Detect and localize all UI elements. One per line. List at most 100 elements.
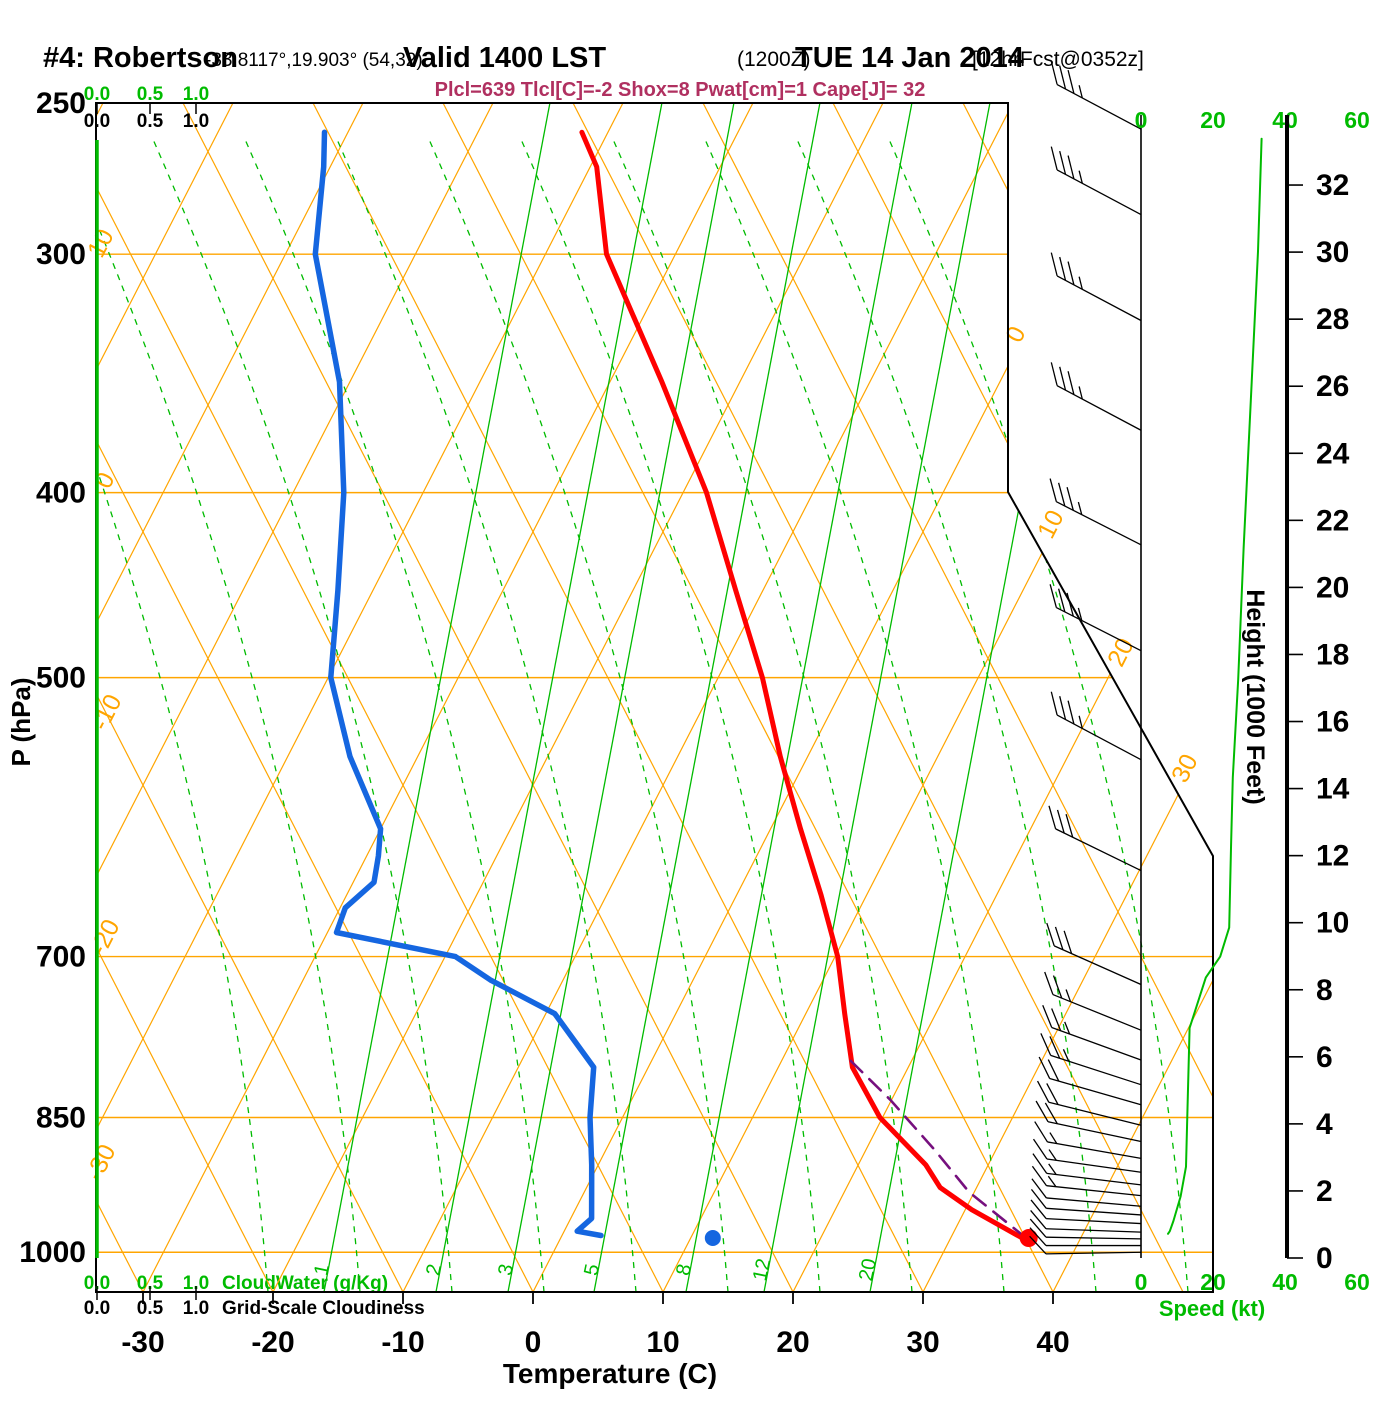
- wind-barb-staff: [1046, 1172, 1142, 1186]
- wind-barb-feather: [1035, 1100, 1049, 1123]
- station-title: #4: Robertson: [43, 42, 238, 74]
- isotherm-label: -20: [84, 915, 125, 960]
- cloudwater-scale-top: 0.0: [84, 84, 110, 105]
- mixing-ratio-line: [323, 103, 551, 1292]
- wind-barb-feather: [1059, 366, 1067, 391]
- wind-barb: [1029, 1218, 1142, 1240]
- temp-tick-label: -10: [381, 1326, 424, 1359]
- temp-tick-label: -30: [121, 1326, 164, 1359]
- wind-barb-half-feather: [1048, 1163, 1057, 1175]
- wind-barb-feather: [1030, 1188, 1047, 1209]
- wind-barb-staff: [1056, 714, 1142, 761]
- temp-tick-label: 10: [646, 1326, 679, 1359]
- wind-barb-feather: [1067, 155, 1075, 180]
- dry-adiabat-line: [182, 103, 794, 1292]
- wind-barb: [1036, 1080, 1142, 1126]
- wind-barb-feather: [1046, 922, 1055, 947]
- forecast-tag: [12hrFcst@0352z]: [972, 48, 1144, 71]
- wind-barb-staff: [1056, 606, 1142, 652]
- dry-adiabat-line: [96, 103, 534, 1292]
- height-tick-label: 32: [1316, 169, 1349, 202]
- wind-barb: [1046, 922, 1142, 986]
- moist-adiabat-line: [795, 136, 1097, 1292]
- wind-barb-feather: [1030, 1209, 1047, 1230]
- cloudwater-scale-top: 0.5: [137, 84, 164, 105]
- cloudwater-axis-label: CloudWater (g/Kg): [222, 1273, 388, 1294]
- wind-barb-half-feather: [1077, 501, 1083, 515]
- cloudiness-scale-bottom: 1.0: [183, 1298, 209, 1319]
- surface-temperature-dot: [1019, 1229, 1038, 1248]
- wind-barb-staff: [1056, 385, 1142, 431]
- moist-adiabat-line: [887, 136, 1189, 1292]
- cloudiness-scale-top: 0.0: [84, 111, 110, 132]
- isotherm-label: 20: [1102, 634, 1140, 671]
- cloudiness-scale-bottom: 0.0: [84, 1298, 110, 1319]
- wind-barb-feather: [1050, 61, 1058, 85]
- isotherm-line: [922, 103, 1213, 1292]
- dewpoint-curve: [312, 129, 604, 1239]
- wind-barb-half-feather: [1064, 1021, 1071, 1035]
- pressure-tick-label: 250: [36, 87, 86, 120]
- wind-barb-staff: [1053, 945, 1142, 986]
- wind-barb: [1049, 584, 1142, 652]
- wind-barb-staff: [1046, 1251, 1142, 1255]
- valid-time: Valid 1400 LST: [403, 42, 606, 74]
- wind-barb-feather: [1050, 146, 1058, 171]
- wind-barb: [1034, 1121, 1142, 1160]
- speed-tick-label-top: 60: [1344, 107, 1370, 133]
- wind-barb-half-feather: [1062, 1049, 1070, 1062]
- wind-barb-staff: [1046, 1207, 1142, 1216]
- moist-adiabat-line: [427, 136, 729, 1292]
- wind-barb-feather: [1067, 261, 1075, 285]
- station-coords: -33.8117°,19.903° (54,32): [205, 50, 423, 71]
- isotherm-label: 0: [1000, 322, 1031, 347]
- mixing-ratio-label: 8: [672, 1262, 696, 1277]
- pressure-tick-label: 300: [36, 238, 86, 271]
- wind-barb-feather: [1048, 805, 1057, 830]
- height-tick-label: 18: [1316, 638, 1349, 671]
- speed-tick-label-bottom: 20: [1200, 1269, 1226, 1295]
- wind-barb: [1031, 1165, 1142, 1197]
- wind-barb-staff: [1047, 1121, 1142, 1143]
- wind-speed-curve: [1167, 137, 1263, 1235]
- dry-adiabat-line: [312, 103, 924, 1292]
- wind-barb: [1029, 1235, 1142, 1255]
- mixing-ratio-label: 20: [855, 1257, 881, 1283]
- wind-barb: [1032, 1138, 1142, 1173]
- wind-barb: [1042, 1004, 1142, 1061]
- wind-barb-staff: [1056, 83, 1142, 130]
- temperature-axis-label: Temperature (C): [503, 1358, 717, 1389]
- wind-barb-half-feather: [1048, 1149, 1057, 1161]
- isotherm-line: [1052, 103, 1213, 1292]
- wind-barb-feather: [1054, 926, 1064, 950]
- wind-barb-feather: [1049, 584, 1057, 608]
- wind-barb-feather: [1065, 813, 1074, 838]
- wind-barb-half-feather: [1065, 989, 1072, 1002]
- wind-barb-staff: [1050, 1054, 1142, 1086]
- wind-barb-staff: [1047, 1141, 1142, 1160]
- dry-adiabat-line: [442, 103, 1054, 1292]
- wind-barb-feather: [1029, 1235, 1047, 1255]
- surface-dewpoint-dot: [704, 1230, 721, 1247]
- height-tick-label: 4: [1316, 1108, 1333, 1141]
- wind-barb-staff: [1046, 1197, 1142, 1207]
- moist-adiabat-line: [96, 136, 361, 1292]
- wind-barb-feather: [1032, 1138, 1048, 1160]
- height-tick-label: 10: [1316, 907, 1349, 940]
- wind-barb: [1044, 971, 1142, 1031]
- cloudiness-axis-label: Grid-Scale Cloudiness: [222, 1298, 425, 1319]
- height-tick-label: 16: [1316, 706, 1349, 739]
- wind-barb-feather: [1044, 1102, 1058, 1125]
- mixing-ratio-line: [507, 103, 735, 1292]
- wind-barb-half-feather: [1078, 386, 1083, 400]
- height-axis-label: Height (1000 Feet): [1241, 589, 1269, 804]
- zulu-time: (1200Z): [737, 48, 811, 71]
- isotherm-line: [662, 103, 1213, 1292]
- wind-barb-feather: [1036, 1080, 1050, 1103]
- wind-barb-staff: [1051, 1026, 1142, 1061]
- wind-barb: [1030, 1199, 1142, 1225]
- speed-tick-label-bottom: 60: [1344, 1269, 1370, 1295]
- cloudwater-scale-top: 1.0: [183, 84, 209, 105]
- wind-barb: [1048, 805, 1142, 872]
